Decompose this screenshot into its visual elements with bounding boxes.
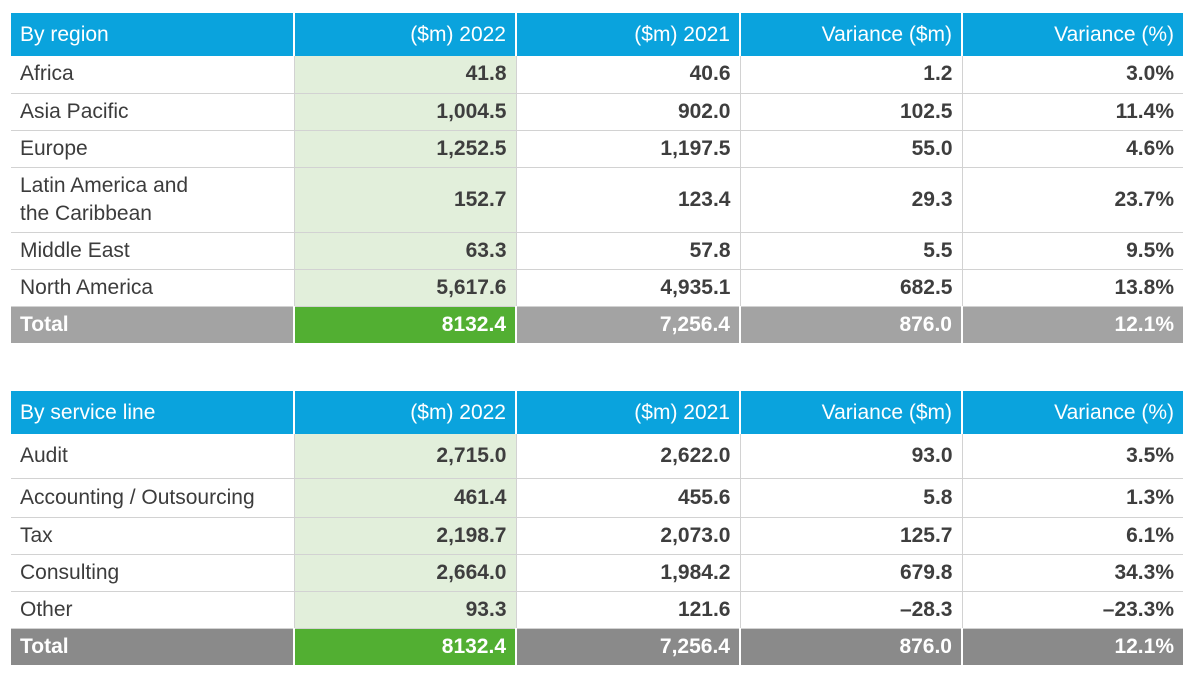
row-label-line: Latin America and [20,173,189,197]
value-2022: 63.3 [294,232,517,270]
row-label: Latin America and the Caribbean [11,167,295,233]
region-revenue-table: By region ($m) 2022 ($m) 2021 Variance (… [11,13,1183,343]
value-2021: 2,622.0 [516,434,741,479]
variance-m: 102.5 [740,93,963,131]
table-row: Audit 2,715.0 2,622.0 93.0 3.5% [11,434,1183,479]
value-2021: 1,197.5 [516,130,741,168]
variance-pct: 3.0% [962,56,1183,94]
variance-pct: 11.4% [962,93,1183,131]
variance-pct: –23.3% [962,591,1183,629]
table-row: Europe 1,252.5 1,197.5 55.0 4.6% [11,130,1183,168]
variance-m: 5.8 [740,478,963,518]
row-label: Africa [11,56,295,94]
value-2022: 2,198.7 [294,517,517,555]
variance-pct: 13.8% [962,269,1183,307]
variance-pct: 34.3% [962,554,1183,592]
variance-m: 29.3 [740,167,963,233]
row-label: Tax [11,517,295,555]
row-label-line: the Caribbean [20,201,152,225]
value-2021: 1,984.2 [516,554,741,592]
value-2021: 2,073.0 [516,517,741,555]
row-label: Europe [11,130,295,168]
column-header: Variance ($m) [740,13,963,56]
variance-m: 1.2 [740,56,963,94]
table-row: Accounting / Outsourcing 461.4 455.6 5.8… [11,478,1183,518]
total-2021: 7,256.4 [516,306,741,343]
column-header: ($m) 2021 [516,391,741,434]
variance-pct: 3.5% [962,434,1183,479]
value-2022: 41.8 [294,56,517,94]
column-header: By service line [11,391,295,434]
column-header: Variance (%) [962,391,1183,434]
variance-pct: 9.5% [962,232,1183,270]
value-2021: 455.6 [516,478,741,518]
value-2022: 93.3 [294,591,517,629]
column-header: By region [11,13,295,56]
value-2022: 1,252.5 [294,130,517,168]
column-header: Variance (%) [962,13,1183,56]
value-2022: 5,617.6 [294,269,517,307]
value-2021: 57.8 [516,232,741,270]
row-label: Other [11,591,295,629]
column-header: Variance ($m) [740,391,963,434]
value-2021: 123.4 [516,167,741,233]
column-header: ($m) 2021 [516,13,741,56]
table-row: Tax 2,198.7 2,073.0 125.7 6.1% [11,517,1183,555]
variance-m: –28.3 [740,591,963,629]
row-label: North America [11,269,295,307]
table-row: North America 5,617.6 4,935.1 682.5 13.8… [11,269,1183,307]
table-row: Latin America and the Caribbean 152.7 123… [11,167,1183,233]
row-label: Accounting / Outsourcing [11,478,295,518]
value-2021: 40.6 [516,56,741,94]
total-variance-pct: 12.1% [962,628,1183,665]
total-row: Total 8132.4 7,256.4 876.0 12.1% [11,628,1183,665]
value-2022: 152.7 [294,167,517,233]
table-header-row: By service line ($m) 2022 ($m) 2021 Vari… [11,391,1183,434]
total-variance-pct: 12.1% [962,306,1183,343]
row-label: Consulting [11,554,295,592]
table-row: Other 93.3 121.6 –28.3 –23.3% [11,591,1183,629]
variance-m: 5.5 [740,232,963,270]
table-row: Consulting 2,664.0 1,984.2 679.8 34.3% [11,554,1183,592]
variance-pct: 4.6% [962,130,1183,168]
value-2022: 461.4 [294,478,517,518]
table-header-row: By region ($m) 2022 ($m) 2021 Variance (… [11,13,1183,56]
variance-pct: 1.3% [962,478,1183,518]
total-variance-m: 876.0 [740,628,963,665]
total-2022: 8132.4 [294,306,517,343]
column-header: ($m) 2022 [294,13,517,56]
service-line-revenue-table: By service line ($m) 2022 ($m) 2021 Vari… [11,391,1183,665]
row-label: Audit [11,434,295,479]
variance-m: 682.5 [740,269,963,307]
total-variance-m: 876.0 [740,306,963,343]
variance-m: 55.0 [740,130,963,168]
table-row: Africa 41.8 40.6 1.2 3.0% [11,56,1183,94]
total-label: Total [11,306,295,343]
value-2022: 2,664.0 [294,554,517,592]
variance-m: 125.7 [740,517,963,555]
value-2022: 2,715.0 [294,434,517,479]
table-row: Middle East 63.3 57.8 5.5 9.5% [11,232,1183,270]
row-label: Asia Pacific [11,93,295,131]
value-2021: 902.0 [516,93,741,131]
variance-pct: 23.7% [962,167,1183,233]
variance-m: 93.0 [740,434,963,479]
total-row: Total 8132.4 7,256.4 876.0 12.1% [11,306,1183,343]
row-label: Middle East [11,232,295,270]
total-label: Total [11,628,295,665]
total-2022: 8132.4 [294,628,517,665]
value-2021: 121.6 [516,591,741,629]
table-row: Asia Pacific 1,004.5 902.0 102.5 11.4% [11,93,1183,131]
variance-pct: 6.1% [962,517,1183,555]
variance-m: 679.8 [740,554,963,592]
value-2022: 1,004.5 [294,93,517,131]
value-2021: 4,935.1 [516,269,741,307]
total-2021: 7,256.4 [516,628,741,665]
column-header: ($m) 2022 [294,391,517,434]
